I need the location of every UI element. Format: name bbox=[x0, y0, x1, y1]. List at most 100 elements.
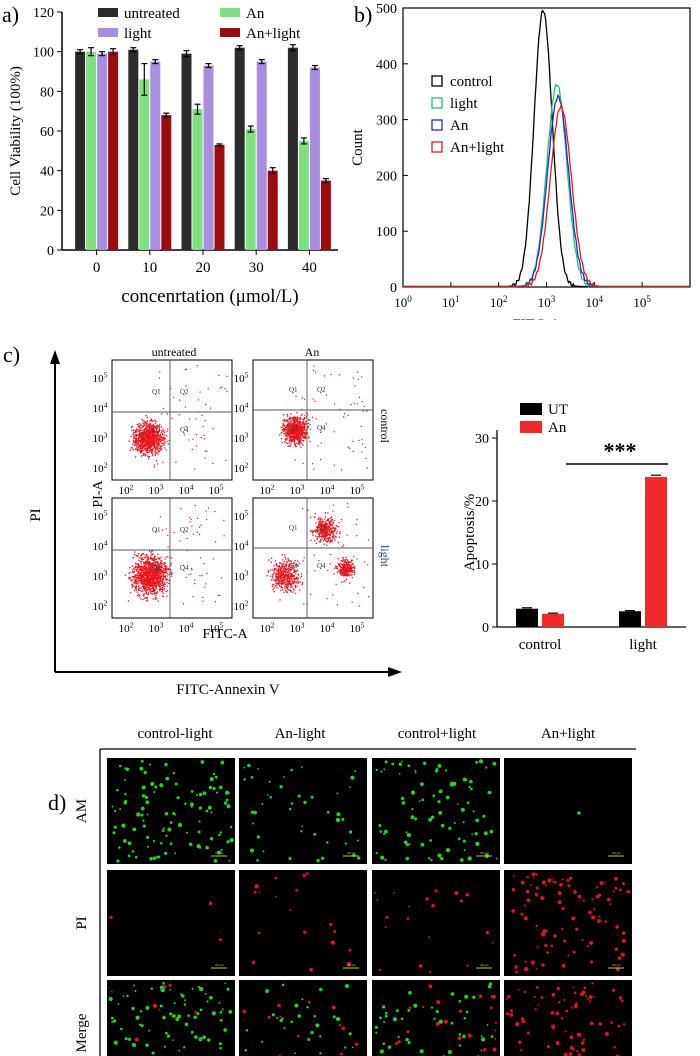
c-flow-dot bbox=[139, 435, 141, 437]
d-cell bbox=[526, 898, 531, 903]
c-flow-dot bbox=[304, 423, 306, 426]
d-cell bbox=[164, 762, 168, 767]
c-legend-swatch bbox=[520, 403, 542, 415]
c-flow-dot bbox=[146, 560, 149, 562]
c-flow-dot bbox=[141, 558, 143, 560]
c-flow-dot bbox=[159, 435, 161, 437]
c-flow-dot bbox=[151, 590, 153, 592]
c-flow-dot bbox=[149, 567, 151, 569]
c-flow-dot bbox=[158, 582, 160, 585]
d-cell bbox=[295, 888, 299, 892]
c-flow-dot bbox=[277, 573, 279, 576]
c-flow-dot bbox=[142, 422, 144, 424]
d-cell bbox=[475, 818, 480, 823]
d-cell bbox=[420, 782, 424, 787]
c-flow-dot bbox=[138, 568, 140, 570]
c-flow-dot bbox=[293, 416, 295, 419]
d-cell bbox=[152, 1003, 158, 1009]
c-flow-dot bbox=[152, 420, 154, 422]
c-flow-dot bbox=[157, 443, 159, 445]
c-flow-dot bbox=[284, 587, 286, 589]
c-flow-dot bbox=[153, 564, 156, 567]
c-flow-dot bbox=[304, 417, 306, 420]
c-flow-dot bbox=[295, 592, 297, 594]
c-flow-dot bbox=[154, 592, 156, 595]
d-cell bbox=[414, 817, 418, 821]
c-flow-dot bbox=[163, 444, 165, 446]
b-y-tick-label: 500 bbox=[376, 2, 397, 17]
d-cell bbox=[208, 785, 213, 790]
c-flow-dot bbox=[148, 584, 150, 586]
c-flow-dot bbox=[297, 442, 299, 444]
d-cell bbox=[378, 823, 382, 828]
c-flow-dot bbox=[157, 463, 159, 465]
b-x-tick-label: 103 bbox=[538, 294, 556, 310]
c-flow-dot bbox=[155, 582, 157, 584]
d-cell bbox=[535, 893, 538, 897]
c-flow-dot bbox=[143, 446, 145, 449]
c-flow-dot bbox=[335, 566, 337, 568]
c-flow-dot bbox=[275, 584, 277, 586]
c-flow-dot bbox=[286, 579, 289, 581]
c-flow-dot bbox=[137, 447, 139, 449]
c-flow-dot bbox=[155, 572, 157, 574]
d-cell bbox=[124, 767, 127, 770]
c-flow-dot bbox=[220, 577, 222, 579]
c-flow-dot bbox=[293, 420, 296, 422]
c-flow-dot bbox=[128, 572, 130, 575]
c-flow-dot bbox=[278, 571, 281, 573]
c-flow-dot bbox=[344, 570, 346, 572]
c-flow-dot bbox=[332, 535, 334, 538]
c-flow-dot bbox=[335, 583, 337, 585]
c-flow-dot bbox=[275, 563, 277, 566]
c-flow-dot bbox=[352, 563, 354, 565]
d-cell bbox=[384, 1014, 388, 1018]
c-flow-dot bbox=[142, 437, 144, 439]
c-flow-dot bbox=[269, 569, 272, 571]
c-flow-dot bbox=[145, 574, 147, 576]
c-flow-dot bbox=[157, 444, 159, 446]
c-flow-dot bbox=[159, 580, 161, 583]
c-flow-dot bbox=[132, 431, 135, 434]
c-flow-dot bbox=[316, 529, 319, 531]
c-flow-dot bbox=[144, 421, 146, 424]
c-flow-dot bbox=[150, 582, 152, 584]
d-cell bbox=[511, 888, 516, 892]
c-flow-dot bbox=[136, 579, 138, 581]
c-flow-dot bbox=[144, 434, 147, 436]
c-flow-dot bbox=[148, 578, 150, 580]
c-flow-dot bbox=[290, 436, 293, 439]
c-flow-dot bbox=[299, 417, 301, 419]
c-flow-dot bbox=[145, 423, 147, 425]
c-flow-dot bbox=[285, 581, 287, 583]
c-flow-dot bbox=[294, 436, 297, 438]
c-flow-dot bbox=[157, 579, 159, 581]
a-bar bbox=[256, 61, 267, 251]
c-flow-dot bbox=[288, 420, 290, 423]
panel-d-figure: d) control-light An-light control+light An+… bbox=[48, 726, 636, 1056]
d-cell bbox=[301, 998, 304, 1001]
c-flow-dot bbox=[276, 570, 278, 572]
c-flow-dot bbox=[292, 421, 295, 423]
c-flow-dot bbox=[294, 417, 297, 419]
c-flow-dot bbox=[154, 464, 156, 466]
c-flow-dot bbox=[285, 428, 287, 431]
c-flow-dot bbox=[291, 426, 293, 428]
d-cell bbox=[425, 897, 429, 901]
c-flow-dot bbox=[152, 559, 154, 561]
d-cell bbox=[462, 821, 465, 824]
d-cell bbox=[156, 855, 160, 859]
c-flow-dot bbox=[131, 584, 133, 586]
c-flow-dot bbox=[141, 585, 144, 587]
c-flow-dot bbox=[357, 378, 359, 380]
b-y-tick-label: 300 bbox=[376, 114, 397, 129]
c-flow-dot bbox=[152, 577, 154, 579]
c-flow-dot bbox=[149, 582, 151, 585]
c-flow-dot bbox=[161, 413, 163, 415]
c-flow-dot bbox=[155, 583, 157, 585]
d-micrograph: 100 μm bbox=[239, 980, 367, 1056]
c-flow-dot bbox=[152, 578, 155, 581]
c-flow-dot bbox=[347, 560, 349, 562]
c-flow-dot bbox=[154, 438, 156, 440]
